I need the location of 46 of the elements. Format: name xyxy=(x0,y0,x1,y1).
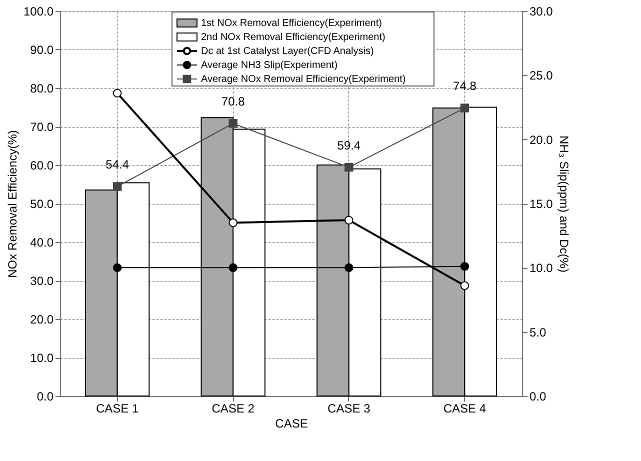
data-label: 59.4 xyxy=(337,138,361,152)
point xyxy=(460,262,470,271)
y-tick-label: 30.0 xyxy=(30,274,54,288)
point xyxy=(112,182,122,191)
y-axis-title: NOx Removal Efficiency(%) xyxy=(5,130,20,278)
y2-tick-label: 5.0 xyxy=(530,325,547,340)
x-tick-label: CASE 3 xyxy=(328,402,371,416)
data-label: 74.8 xyxy=(453,79,477,94)
point xyxy=(228,263,238,272)
legend-label: Average NOx Removal Efficiency(Experiment) xyxy=(201,74,406,85)
y-tick-label: 50.0 xyxy=(30,197,54,211)
x-tick-label: CASE 1 xyxy=(96,402,139,416)
legend-label: Average NH3 Slip(Experiment) xyxy=(201,60,338,71)
x-tick-label: CASE 4 xyxy=(443,402,486,416)
point xyxy=(344,216,354,225)
y2-tick-label: 0.0 xyxy=(530,390,547,404)
point xyxy=(228,119,238,128)
point xyxy=(112,263,122,272)
y-tick-label: 20.0 xyxy=(30,312,54,326)
data-label: 70.8 xyxy=(221,94,246,108)
x-tick-label: CASE 2 xyxy=(212,402,255,416)
y2-tick-label: 20.0 xyxy=(530,132,554,147)
y-tick-label: 70.0 xyxy=(30,120,54,134)
y-tick-label: 80.0 xyxy=(30,82,54,96)
point xyxy=(344,263,354,272)
y2-tick-label: 10.0 xyxy=(530,261,554,276)
legend-label: 2nd NOx Removal Efficiency(Experiment) xyxy=(201,32,386,43)
y2-tick-label: 15.0 xyxy=(530,197,554,211)
point xyxy=(344,162,354,172)
legend-label: Dc at 1st Catalyst Layer(CFD Analysis) xyxy=(201,46,374,57)
point xyxy=(112,88,122,98)
legend-label: 1st NOx Removal Efficiency(Experiment) xyxy=(201,18,382,29)
x-axis-title: CASE xyxy=(275,416,308,430)
y-tick-label: 10.0 xyxy=(30,351,54,365)
y-tick-label: 40.0 xyxy=(30,236,54,250)
y2-axis-title: NH₃ Slip(ppm) and Dc(%) xyxy=(556,136,571,272)
point xyxy=(228,218,238,228)
y-tick-label: 100.0 xyxy=(23,4,54,18)
point xyxy=(460,281,470,290)
y2-tick-label: 25.0 xyxy=(530,68,554,83)
y-tick-label: 0.0 xyxy=(36,390,54,404)
point xyxy=(460,104,470,112)
data-label: 54.4 xyxy=(106,158,130,172)
y2-tick-label: 30.0 xyxy=(530,4,554,18)
y-tick-label: 90.0 xyxy=(30,43,54,57)
y-tick-label: 60.0 xyxy=(30,158,54,172)
